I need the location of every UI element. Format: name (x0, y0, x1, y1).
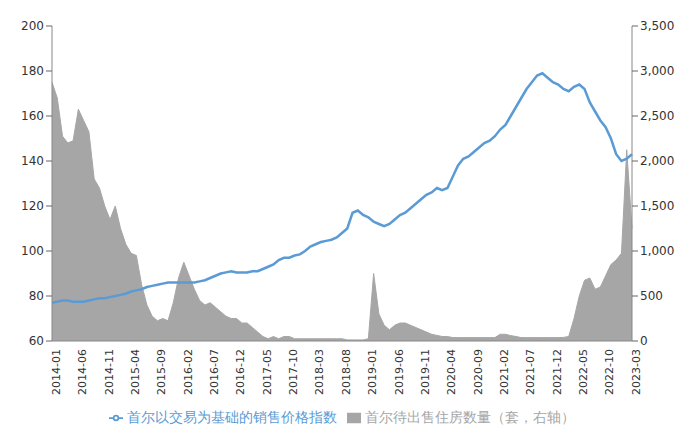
svg-text:2016-12: 2016-12 (234, 349, 247, 395)
svg-text:3,500: 3,500 (640, 19, 674, 33)
svg-text:160: 160 (21, 109, 44, 123)
svg-text:60: 60 (29, 334, 44, 348)
svg-text:2018-08: 2018-08 (340, 349, 353, 395)
svg-text:2014-01: 2014-01 (50, 349, 63, 395)
svg-text:2022-10: 2022-10 (603, 349, 616, 395)
svg-text:140: 140 (21, 154, 44, 168)
svg-text:2015-09: 2015-09 (155, 349, 168, 395)
svg-text:2017-05: 2017-05 (261, 349, 274, 395)
svg-text:2020-04: 2020-04 (445, 349, 458, 395)
svg-text:80: 80 (29, 289, 44, 303)
html-text:首尔待出售住房数量（套，右轴）: 首尔待出售住房数量（套，右轴） (365, 409, 575, 425)
svg-text:1,500: 1,500 (640, 199, 674, 213)
svg-text:3,000: 3,000 (640, 64, 674, 78)
svg-text:2014-06: 2014-06 (76, 349, 89, 395)
svg-text:0: 0 (640, 334, 648, 348)
svg-text:2015-04: 2015-04 (129, 349, 142, 395)
svg-text:2019-06: 2019-06 (393, 349, 406, 395)
svg-text:2021-12: 2021-12 (551, 349, 564, 395)
html-text:首尔以交易为基础的销售价格指数: 首尔以交易为基础的销售价格指数 (127, 409, 337, 425)
svg-text:1,000: 1,000 (640, 244, 674, 258)
svg-text:2021-02: 2021-02 (498, 349, 511, 395)
svg-text:2020-09: 2020-09 (472, 349, 485, 395)
svg-text:100: 100 (21, 244, 44, 258)
svg-text:2018-03: 2018-03 (313, 349, 326, 395)
svg-text:120: 120 (21, 199, 44, 213)
svg-text:2017-10: 2017-10 (287, 349, 300, 395)
svg-text:2019-01: 2019-01 (366, 349, 379, 395)
svg-text:2016-07: 2016-07 (208, 349, 221, 395)
svg-text:2014-11: 2014-11 (103, 349, 116, 395)
svg-text:2,500: 2,500 (640, 109, 674, 123)
svg-text:2021-07: 2021-07 (524, 349, 537, 395)
svg-text:2016-02: 2016-02 (182, 349, 195, 395)
svg-text:500: 500 (640, 289, 663, 303)
svg-text:180: 180 (21, 64, 44, 78)
svg-text:2,000: 2,000 (640, 154, 674, 168)
svg-text:200: 200 (21, 19, 44, 33)
svg-text:2023-03: 2023-03 (630, 349, 643, 395)
svg-text:2022-05: 2022-05 (577, 349, 590, 395)
svg-text:2019-11: 2019-11 (419, 349, 432, 395)
